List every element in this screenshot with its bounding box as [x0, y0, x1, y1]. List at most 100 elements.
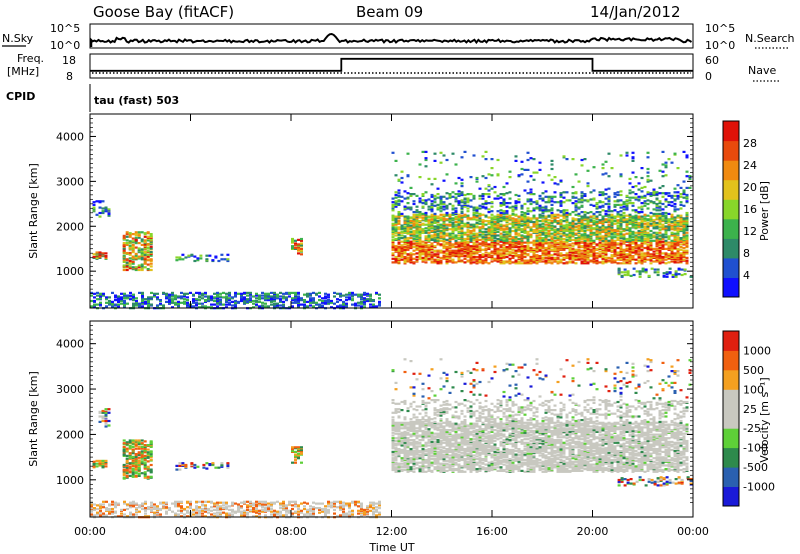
echo-cell	[673, 194, 677, 197]
echo-cell	[667, 253, 671, 256]
echo-cell	[616, 199, 620, 202]
echo-cell	[508, 197, 512, 200]
echo-cell	[192, 301, 195, 304]
echo-cell	[562, 234, 566, 237]
echo-cell	[490, 167, 494, 170]
echo-cell	[439, 161, 443, 164]
echo-cell	[140, 243, 144, 246]
echo-cell	[568, 233, 572, 236]
echo-cell	[445, 192, 449, 195]
echo-cell	[496, 158, 500, 162]
echo-cell	[673, 232, 677, 235]
echo-cell	[406, 174, 410, 177]
echo-cell	[598, 238, 602, 241]
echo-cell	[682, 237, 686, 241]
echo-cell	[601, 260, 605, 263]
echo-cell	[655, 197, 659, 200]
echo-cell	[391, 218, 395, 221]
echo-cell	[412, 261, 416, 264]
echo-cell	[448, 259, 452, 262]
echo-cell	[258, 296, 261, 299]
echo-cell	[595, 259, 599, 262]
echo-cell	[122, 243, 126, 246]
echo-cell	[318, 295, 321, 298]
echo-cell	[463, 193, 467, 197]
echo-cell	[397, 249, 401, 252]
echo-cell	[637, 215, 641, 218]
echo-cell	[646, 247, 650, 250]
echo-cell	[421, 150, 425, 153]
echo-cell	[436, 196, 440, 199]
echo-cell	[547, 195, 551, 198]
echo-cell	[601, 239, 605, 242]
echo-cell	[448, 202, 452, 206]
echo-cell	[595, 205, 599, 208]
echo-cell	[466, 210, 470, 213]
nsearch-hi-label: 10^5	[705, 22, 735, 35]
echo-cell	[484, 150, 488, 153]
echo-cell	[183, 298, 186, 301]
echo-cell	[583, 227, 587, 230]
echo-cell	[538, 197, 542, 200]
echo-cell	[637, 246, 641, 250]
echo-cell	[454, 249, 458, 252]
echo-cell	[98, 251, 102, 254]
echo-cell	[270, 291, 273, 294]
echo-cell	[499, 211, 503, 215]
echo-cell	[514, 220, 518, 223]
echo-cell	[637, 206, 641, 209]
echo-cell	[475, 232, 479, 235]
echo-cell	[592, 204, 596, 207]
echo-cell	[679, 193, 683, 196]
echo-cell	[397, 194, 401, 197]
echo-cell	[586, 216, 590, 219]
echo-cell	[430, 205, 434, 208]
echo-cell	[577, 224, 581, 227]
echo-cell	[96, 291, 99, 294]
echo-cell	[647, 274, 651, 277]
echo-cell	[667, 229, 671, 232]
echo-cell	[574, 225, 578, 228]
echo-cell	[589, 227, 593, 230]
echo-cell	[640, 260, 644, 263]
echo-cell	[619, 235, 623, 238]
echo-cell	[198, 291, 201, 294]
echo-cell	[117, 305, 120, 308]
echo-cell	[418, 176, 422, 179]
echo-cell	[553, 201, 557, 204]
echo-cell	[550, 217, 554, 220]
echo-cell	[574, 213, 578, 216]
echo-cell	[104, 255, 108, 258]
echo-cell	[261, 304, 264, 307]
echo-cell	[674, 272, 678, 275]
echo-cell	[565, 244, 569, 247]
echo-cell	[547, 214, 551, 217]
echo-cell	[168, 295, 171, 298]
echo-cell	[583, 239, 587, 242]
echo-cell	[418, 239, 422, 242]
echo-cell	[117, 299, 120, 303]
echo-cell	[409, 240, 413, 243]
echo-cell	[128, 253, 132, 256]
echo-cell	[649, 194, 653, 197]
echo-cell	[613, 215, 617, 218]
echo-cell	[502, 224, 506, 227]
echo-cell	[339, 299, 342, 302]
echo-cell	[261, 291, 264, 294]
echo-cell	[493, 185, 497, 189]
echo-cell	[463, 205, 467, 208]
echo-cell	[134, 256, 138, 259]
echo-cell	[517, 255, 521, 259]
echo-cell	[607, 239, 611, 242]
echo-cell	[186, 292, 189, 295]
echo-cell	[198, 299, 201, 302]
echo-cell	[228, 299, 231, 302]
echo-cell	[146, 239, 150, 242]
echo-cell	[469, 246, 473, 250]
echo-cell	[122, 259, 126, 262]
echo-cell	[598, 219, 602, 222]
echo-cell	[643, 200, 647, 203]
echo-cell	[357, 304, 360, 307]
echo-cell	[571, 202, 575, 205]
echo-cell	[658, 262, 662, 265]
